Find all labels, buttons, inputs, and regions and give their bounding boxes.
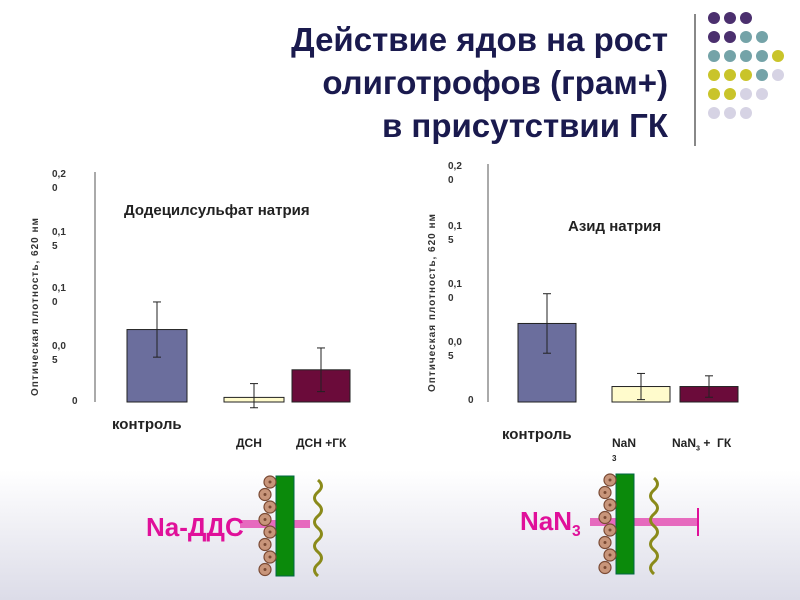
- surface-bead-core: [603, 516, 607, 519]
- chart-azide-cat-0: контроль: [502, 426, 572, 443]
- decor-dot: [756, 31, 768, 43]
- chart-azide-ytick-4: 0,20: [448, 161, 462, 186]
- chart-azide-ytick-2: 0,10: [448, 279, 462, 304]
- decor-dot: [756, 69, 768, 81]
- decor-divider: [694, 14, 696, 146]
- decor-dot: [772, 50, 784, 62]
- chart-azide: Оптическая плотность, 620 нм Азид натрия…: [400, 160, 800, 470]
- decor-dot: [724, 12, 736, 24]
- cell-wall: [275, 475, 295, 577]
- decor-dot: [724, 69, 736, 81]
- decor-dot: [724, 50, 736, 62]
- membrane-diagram-sds: [240, 475, 323, 578]
- decor-dot: [756, 88, 768, 100]
- decor-dot: [740, 12, 752, 24]
- chart-sds-ytick-1: 0,05: [52, 341, 66, 366]
- decor-dot: [708, 50, 720, 62]
- chart-azide-cat-1: NaN 3: [612, 436, 636, 464]
- surface-bead-core: [608, 528, 612, 532]
- chart-sds-ytick-3: 0,15: [52, 227, 66, 252]
- title-line-1: Действие ядов на рост: [291, 21, 668, 58]
- decor-dot-grid: [708, 12, 784, 119]
- chart-sds-cat-1: ДСН: [236, 436, 262, 450]
- diagram-bar: [240, 520, 310, 528]
- membrane-wave: [313, 478, 323, 578]
- diagram-sds-label: Na-ДДС: [146, 512, 244, 542]
- chart-sds-title: Додецилсульфат натрия: [124, 202, 310, 219]
- decor-dot: [740, 31, 752, 43]
- decor-dot: [772, 69, 784, 81]
- surface-bead-core: [608, 503, 612, 507]
- slide-title: Действие ядов на рост олиготрофов (грам+…: [291, 18, 668, 147]
- background-gradient: [0, 470, 800, 600]
- surface-bead-core: [603, 491, 607, 494]
- chart-azide-ytick-1: 0,05: [448, 337, 462, 362]
- decor-dot: [708, 12, 720, 24]
- title-line-2: олиготрофов (грам+): [322, 64, 668, 101]
- surface-bead-core: [603, 541, 607, 544]
- diagram-azide-label-main: NaN: [520, 506, 573, 536]
- surface-bead-core: [268, 480, 272, 484]
- membrane-diagram-azide: [590, 473, 699, 576]
- surface-bead-core: [263, 568, 267, 571]
- surface-bead-core: [608, 478, 612, 482]
- chart-sds-ytick-0: 0: [72, 396, 78, 407]
- decor-dot: [724, 31, 736, 43]
- decor-dot: [708, 31, 720, 43]
- decor-dot: [724, 107, 736, 119]
- chart-sds-plot: [94, 172, 351, 409]
- surface-bead-core: [608, 553, 612, 557]
- decor-dot: [740, 50, 752, 62]
- chart-sds: Оптическая плотность, 620 нм Додецилсуль…: [0, 160, 400, 470]
- chart-azide-plot: [487, 164, 739, 403]
- decor-dot: [740, 88, 752, 100]
- diagram-azide-label-sub: 3: [572, 523, 581, 541]
- chart-sds-cat-2: ДСН +ГК: [296, 436, 347, 450]
- decor-dot: [724, 88, 736, 100]
- chart-azide-cat-2: NaN3 + ГК: [672, 436, 732, 453]
- decor-dot: [756, 50, 768, 62]
- diagram-azide-label: NaN3: [520, 506, 581, 541]
- chart-sds-ytick-2: 0,10: [52, 283, 66, 308]
- membrane-wave: [649, 476, 659, 576]
- surface-bead-core: [263, 518, 267, 521]
- surface-bead-core: [268, 505, 272, 509]
- chart-azide-title: Азид натрия: [568, 218, 662, 235]
- chart-sds-ytick-4: 0,20: [52, 169, 66, 194]
- decor-dot: [708, 69, 720, 81]
- diagram-bar: [590, 518, 698, 526]
- surface-bead-core: [268, 530, 272, 534]
- surface-bead-core: [603, 566, 607, 569]
- chart-azide-cat-1-text: NaN: [612, 436, 637, 450]
- surface-bead-core: [263, 543, 267, 546]
- decor-dot: [708, 107, 720, 119]
- surface-bead-core: [263, 493, 267, 496]
- chart-azide-ytick-3: 0,15: [448, 221, 462, 246]
- chart-azide-ytick-0: 0: [468, 395, 474, 406]
- decor-dot: [740, 69, 752, 81]
- decor-dot: [740, 107, 752, 119]
- chart-azide-cat-1-sub: 3: [612, 454, 617, 463]
- decor-dot: [708, 88, 720, 100]
- chart-sds-cat-0: контроль: [112, 416, 182, 433]
- cell-wall: [615, 473, 635, 575]
- surface-bead-core: [268, 555, 272, 559]
- title-line-3: в присутствии ГК: [381, 107, 668, 144]
